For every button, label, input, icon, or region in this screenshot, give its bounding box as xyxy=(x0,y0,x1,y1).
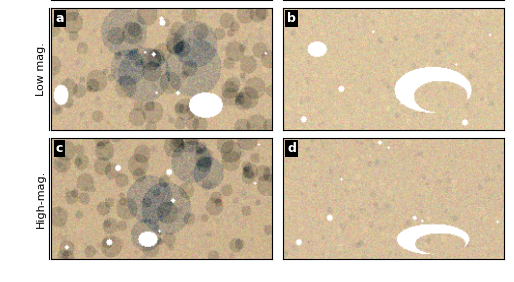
Text: d: d xyxy=(287,142,296,155)
Text: Low mag.: Low mag. xyxy=(36,42,46,96)
Text: c: c xyxy=(56,142,63,155)
Text: a: a xyxy=(56,12,64,25)
Text: b: b xyxy=(287,12,296,25)
Text: High-mag.: High-mag. xyxy=(36,170,46,228)
